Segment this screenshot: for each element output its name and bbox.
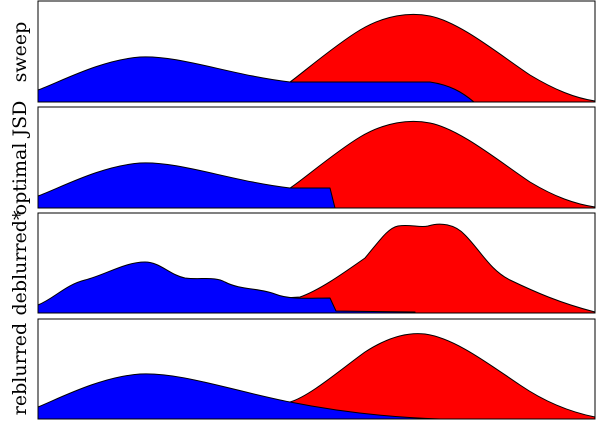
panel-reblurred: reblurred <box>9 319 595 419</box>
panel-label-sweep: sweep <box>9 22 31 83</box>
panel-deblurred: deblurred* <box>9 210 595 315</box>
panel-label-deblurred: deblurred* <box>9 210 31 315</box>
panel-optimal-jsd: optimal JSD <box>9 101 595 216</box>
panel-label-optimal-jsd: optimal JSD <box>9 101 31 216</box>
blue-distribution-optimal-jsd <box>38 163 335 208</box>
panel-sweep: sweep <box>9 1 595 102</box>
panel-label-reblurred: reblurred <box>9 323 31 415</box>
